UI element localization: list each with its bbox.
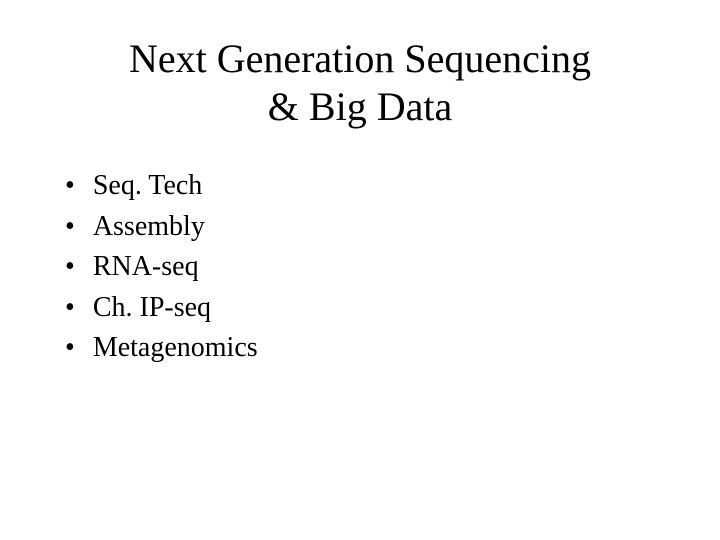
bullet-text: Seq. Tech [93,166,665,207]
bullet-icon: • [65,166,75,207]
bullet-icon: • [65,207,75,248]
bullet-text: Metagenomics [93,328,665,369]
bullet-icon: • [65,328,75,369]
bullet-list: • Seq. Tech • Assembly • RNA-seq • Ch. I… [55,166,665,369]
slide-title: Next Generation Sequencing & Big Data [55,35,665,131]
bullet-text: Assembly [93,207,665,248]
bullet-text: RNA-seq [93,247,665,288]
list-item: • Assembly [65,207,665,248]
list-item: • Seq. Tech [65,166,665,207]
title-line-2: & Big Data [268,84,452,129]
slide-container: Next Generation Sequencing & Big Data • … [0,0,720,540]
list-item: • RNA-seq [65,247,665,288]
title-line-1: Next Generation Sequencing [129,36,591,81]
list-item: • Metagenomics [65,328,665,369]
bullet-icon: • [65,247,75,288]
list-item: • Ch. IP-seq [65,288,665,329]
bullet-text: Ch. IP-seq [93,288,665,329]
bullet-icon: • [65,288,75,329]
